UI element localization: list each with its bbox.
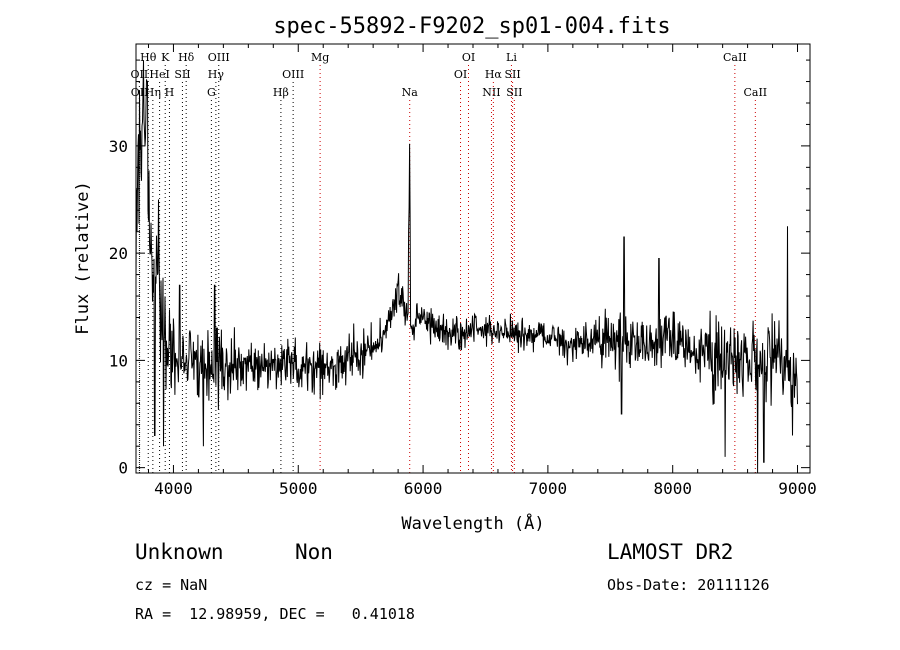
x-tick-label-0: 4000 <box>154 479 193 498</box>
spectral-line-label-15: Na <box>402 86 419 99</box>
axes: 4000 5000 6000 7000 8000 9000 0 10 20 30 <box>109 44 817 498</box>
spectral-line-label-14: Mg <box>311 51 329 64</box>
spectral-line-label-9: G <box>207 86 216 99</box>
spectrum-line <box>135 60 798 474</box>
y-tick-label-1: 10 <box>109 351 128 370</box>
x-tick-label-1: 5000 <box>279 479 318 498</box>
spectral-line-markers: HθOIIOIIHηHeIKHSIIHδGHγOIIIHβOIIIMgNaOIO… <box>131 51 767 473</box>
y-tick-label-0: 0 <box>118 459 128 478</box>
spectral-line-label-20: Li <box>506 51 517 64</box>
spectral-line-label-8: Hδ <box>178 51 195 64</box>
spectral-line-label-4: HeI <box>149 68 169 81</box>
x-tick-label-5: 9000 <box>778 479 817 498</box>
spectral-line-label-6: H <box>165 86 175 99</box>
spectrum-series <box>135 60 798 474</box>
spectral-line-label-18: NII <box>482 86 500 99</box>
y-tick-label-2: 20 <box>109 244 128 263</box>
y-tick-label-3: 30 <box>109 137 128 156</box>
spectral-line-label-23: CaII <box>723 51 747 64</box>
spectral-line-label-16: OI <box>454 68 467 81</box>
spectral-line-label-5: K <box>161 51 170 64</box>
obs-date: Obs-Date: 20111126 <box>607 576 770 594</box>
spectral-line-label-3: Hη <box>145 86 161 99</box>
spectral-line-label-12: Hβ <box>273 86 289 99</box>
coordinates: RA = 12.98959, DEC = 0.41018 <box>135 605 415 623</box>
spectral-line-label-11: OIII <box>208 51 230 64</box>
object-class: Unknown <box>135 540 224 564</box>
spectral-line-label-13: OIII <box>282 68 304 81</box>
object-subclass: Non <box>295 540 333 564</box>
chart-title: spec-55892-F9202_sp01-004.fits <box>273 14 670 39</box>
spectral-line-label-21: SII <box>504 68 520 81</box>
x-axis-label: Wavelength (Å) <box>401 512 544 534</box>
spectral-line-label-10: Hγ <box>208 68 225 81</box>
spectral-line-label-22: SII <box>506 86 522 99</box>
x-tick-label-4: 8000 <box>653 479 692 498</box>
spectral-line-label-19: Hα <box>485 68 503 81</box>
spectral-line-label-24: CaII <box>743 86 767 99</box>
y-axis-label: Flux (relative) <box>73 181 93 335</box>
spectrum-chart: spec-55892-F9202_sp01-004.fits HθOIIOIIH… <box>73 14 817 534</box>
survey-name: LAMOST DR2 <box>607 540 734 564</box>
spectral-line-label-1: OII <box>131 68 149 81</box>
redshift-cz: cz = NaN <box>135 576 208 594</box>
plot-frame <box>135 43 811 474</box>
spectral-line-label-7: SII <box>174 68 190 81</box>
spectral-line-label-0: Hθ <box>140 51 157 64</box>
spectral-line-label-17: OI <box>462 51 475 64</box>
x-tick-label-3: 7000 <box>529 479 568 498</box>
x-tick-label-2: 6000 <box>404 479 443 498</box>
